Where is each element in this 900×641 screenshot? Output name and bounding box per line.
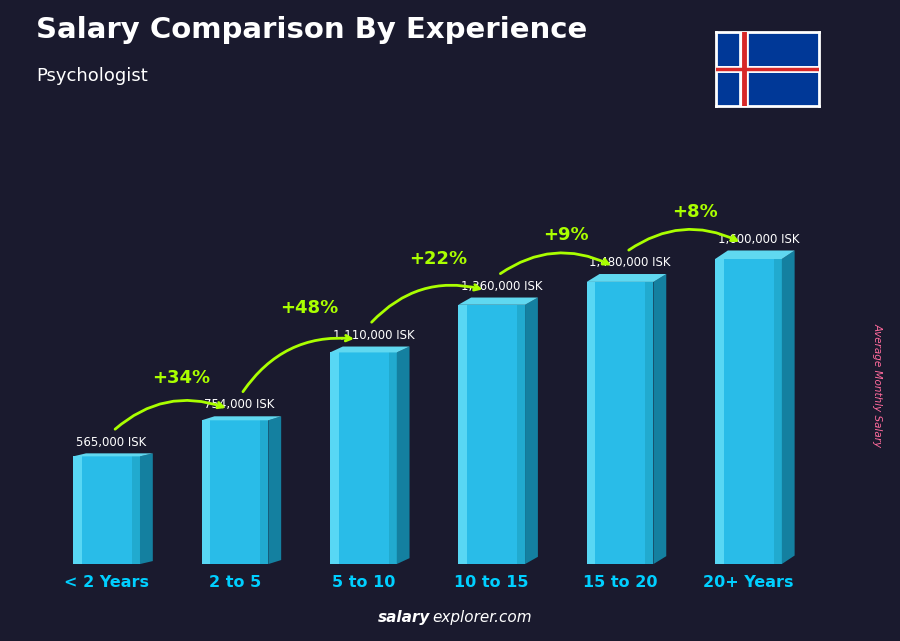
Bar xyxy=(132,456,140,564)
Polygon shape xyxy=(715,251,795,259)
Text: 1,480,000 ISK: 1,480,000 ISK xyxy=(590,256,670,269)
Bar xyxy=(73,456,140,564)
Bar xyxy=(260,420,268,564)
Text: 754,000 ISK: 754,000 ISK xyxy=(204,399,274,412)
Text: 1,110,000 ISK: 1,110,000 ISK xyxy=(332,329,414,342)
Text: 565,000 ISK: 565,000 ISK xyxy=(76,435,146,449)
Text: 1,600,000 ISK: 1,600,000 ISK xyxy=(717,233,799,246)
Bar xyxy=(587,282,596,564)
Polygon shape xyxy=(202,416,281,420)
Bar xyxy=(518,304,525,564)
Polygon shape xyxy=(525,297,538,564)
Bar xyxy=(587,282,653,564)
Bar xyxy=(202,420,268,564)
Bar xyxy=(458,304,525,564)
Text: +48%: +48% xyxy=(280,299,338,317)
Bar xyxy=(715,259,724,564)
Text: +9%: +9% xyxy=(544,226,589,244)
Bar xyxy=(645,282,653,564)
Polygon shape xyxy=(587,274,666,282)
Text: +34%: +34% xyxy=(152,369,210,387)
Polygon shape xyxy=(653,274,666,564)
Polygon shape xyxy=(397,347,410,564)
Bar xyxy=(774,259,782,564)
Polygon shape xyxy=(330,347,410,353)
Polygon shape xyxy=(268,416,281,564)
Bar xyxy=(330,353,397,564)
Text: Salary Comparison By Experience: Salary Comparison By Experience xyxy=(36,16,587,44)
Bar xyxy=(715,259,782,564)
Bar xyxy=(389,353,397,564)
Polygon shape xyxy=(458,297,538,304)
Polygon shape xyxy=(73,453,153,456)
Text: Psychologist: Psychologist xyxy=(36,67,148,85)
Bar xyxy=(458,304,467,564)
Text: +22%: +22% xyxy=(409,250,467,268)
Polygon shape xyxy=(782,251,795,564)
Bar xyxy=(73,456,82,564)
Text: explorer.com: explorer.com xyxy=(432,610,532,625)
Text: 1,360,000 ISK: 1,360,000 ISK xyxy=(461,279,543,293)
Bar xyxy=(202,420,211,564)
Text: Average Monthly Salary: Average Monthly Salary xyxy=(872,322,883,447)
Bar xyxy=(330,353,338,564)
Polygon shape xyxy=(140,453,153,564)
Text: salary: salary xyxy=(378,610,430,625)
Text: +8%: +8% xyxy=(671,203,717,221)
